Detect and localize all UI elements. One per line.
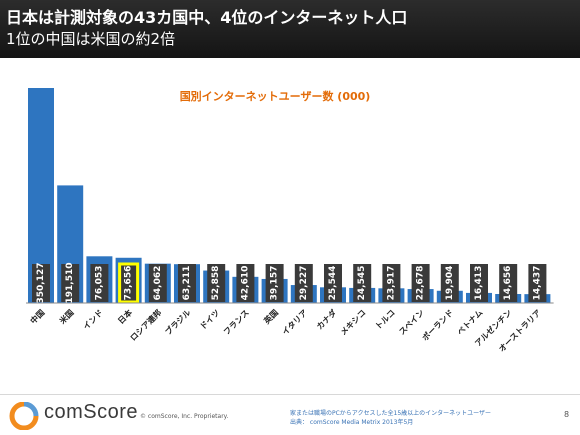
footer-divider (0, 394, 580, 395)
category-label-10: カナダ (314, 307, 338, 331)
value-label-0: 350,127 (36, 263, 46, 304)
value-label-12: 23,917 (386, 266, 396, 301)
value-label-box-15 (470, 264, 488, 302)
category-label-9: イタリア (280, 307, 309, 336)
source-note-line-2: 出典： comScore Media Metrix 2013年5月 (290, 419, 414, 426)
value-label-box-1 (61, 264, 80, 302)
value-label-box-6 (207, 264, 226, 302)
value-label-box-0 (32, 264, 50, 302)
value-label-box-7 (236, 264, 255, 302)
value-label-box-9 (294, 264, 313, 302)
value-label-box-11 (353, 264, 372, 302)
category-label-1: 米国 (57, 307, 76, 326)
category-label-14: ポーランド (420, 307, 455, 342)
page-number: 8 (564, 410, 570, 419)
value-label-3: 73,656 (124, 266, 134, 301)
value-label-box-2 (90, 264, 109, 302)
chart-title: 国別インターネットユーザー数 (000) (180, 89, 371, 103)
value-label-16: 14,656 (503, 266, 513, 301)
value-label-5: 63,211 (182, 266, 192, 301)
value-label-2: 76,053 (94, 266, 104, 301)
category-label-15: ベトナム (456, 308, 485, 337)
value-label-box-10 (324, 264, 342, 302)
bar-chart: 国別インターネットユーザー数 (000) 350,127 中国 191,510 米国 7… (26, 88, 554, 354)
brand-name: comScore (44, 401, 139, 423)
value-label-box-8 (265, 264, 284, 302)
value-label-4: 64,062 (153, 266, 163, 301)
value-label-box-3 (118, 262, 140, 304)
category-label-5: ブラジル (163, 307, 193, 337)
copyright-text: © comScore, Inc. Proprietary. (140, 413, 229, 420)
value-label-7: 42,610 (240, 266, 250, 301)
category-label-12: トルコ (374, 308, 397, 331)
value-label-13: 22,678 (416, 266, 426, 301)
slide-subtitle: 1位の中国は米国の約2倍 (6, 30, 176, 48)
category-label-3: 日本 (116, 307, 134, 325)
category-label-8: 英国 (261, 307, 280, 326)
value-label-15: 16,413 (474, 266, 484, 301)
value-label-box-4 (148, 264, 167, 302)
category-label-0: 中国 (28, 307, 46, 325)
title-bar: 日本は計測対象の43カ国中、4位のインターネット人口 1位の中国は米国の約2倍 (0, 0, 580, 58)
source-note-line-1: 家または職場のPCからアクセスした全15歳以上のインターネットユーザー (290, 410, 492, 417)
value-label-box-17 (528, 264, 547, 302)
value-label-box-16 (499, 264, 518, 302)
value-label-box-13 (411, 264, 430, 302)
slide-title: 日本は計測対象の43カ国中、4位のインターネット人口 (6, 8, 408, 27)
value-label-box-12 (382, 264, 401, 302)
value-label-10: 25,544 (328, 266, 338, 301)
value-label-8: 39,157 (270, 266, 280, 301)
value-label-box-5 (178, 264, 196, 302)
category-label-2: インド (81, 308, 104, 331)
category-label-4: ロシア連邦 (128, 307, 163, 342)
category-label-13: スペイン (397, 308, 426, 337)
category-label-6: ドイツ (198, 308, 221, 331)
category-label-11: メキシコ (339, 308, 368, 337)
comscore-logo-icon (9, 402, 39, 430)
value-label-box-14 (440, 264, 459, 302)
value-label-1: 191,510 (65, 263, 75, 304)
value-label-11: 24,545 (357, 266, 367, 301)
value-label-6: 52,858 (211, 266, 221, 301)
value-label-17: 14,437 (532, 266, 542, 301)
category-label-7: フランス (222, 308, 251, 337)
value-label-9: 29,227 (299, 266, 309, 301)
value-label-14: 19,904 (445, 266, 455, 301)
